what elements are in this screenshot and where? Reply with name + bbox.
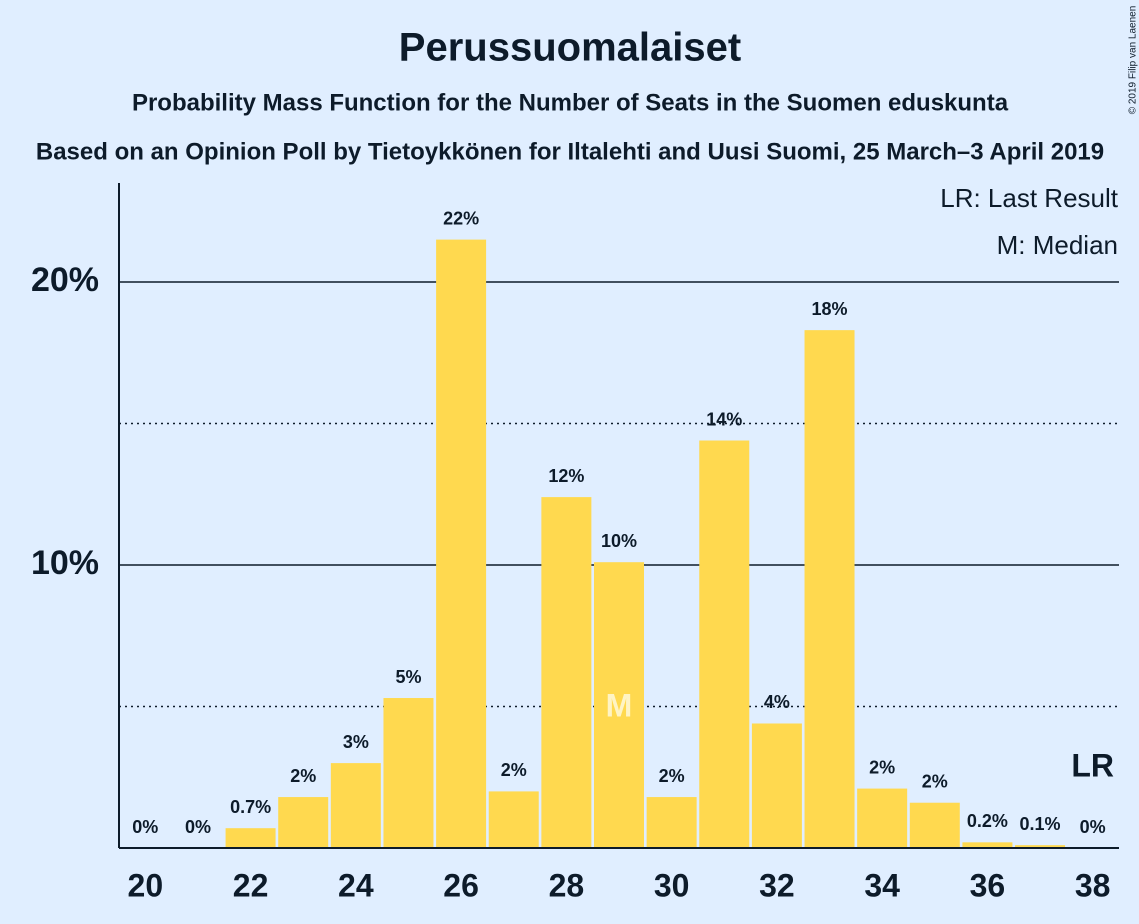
value-label: 14% bbox=[706, 409, 742, 429]
x-tick-label: 20 bbox=[128, 867, 164, 903]
bar bbox=[646, 797, 697, 848]
bar bbox=[804, 330, 855, 848]
x-tick-label: 22 bbox=[233, 867, 269, 903]
value-label: 4% bbox=[764, 692, 790, 712]
value-label: 2% bbox=[501, 760, 527, 780]
value-label: 5% bbox=[395, 667, 421, 687]
value-label: 2% bbox=[659, 766, 685, 786]
value-label: 12% bbox=[548, 466, 584, 486]
chart-title: Perussuomalaiset bbox=[399, 26, 741, 70]
x-tick-label: 28 bbox=[549, 867, 585, 903]
last-result-marker: LR bbox=[1071, 747, 1114, 783]
bar bbox=[909, 802, 960, 848]
bar bbox=[751, 723, 802, 848]
value-label: 0.2% bbox=[967, 811, 1008, 831]
value-label: 10% bbox=[601, 531, 637, 551]
chart-subtitle: Based on an Opinion Poll by Tietoykkönen… bbox=[36, 138, 1104, 165]
bar bbox=[699, 440, 750, 848]
value-label: 3% bbox=[343, 732, 369, 752]
copyright: © 2019 Filip van Laenen bbox=[1128, 6, 1139, 115]
x-tick-label: 34 bbox=[864, 867, 900, 903]
bar bbox=[857, 788, 908, 848]
value-label: 0.7% bbox=[230, 797, 271, 817]
x-tick-label: 38 bbox=[1075, 867, 1111, 903]
legend-entry: LR: Last Result bbox=[940, 183, 1119, 213]
value-label: 0% bbox=[1080, 817, 1106, 837]
bar bbox=[225, 828, 276, 848]
value-label: 0.1% bbox=[1020, 814, 1061, 834]
value-label: 2% bbox=[290, 766, 316, 786]
value-label: 0% bbox=[185, 817, 211, 837]
x-tick-label: 30 bbox=[654, 867, 690, 903]
bar bbox=[278, 797, 329, 848]
bar bbox=[962, 842, 1013, 848]
y-tick-label: 20% bbox=[31, 261, 99, 299]
bar bbox=[330, 763, 381, 848]
bar bbox=[1015, 845, 1066, 848]
value-label: 0% bbox=[132, 817, 158, 837]
x-tick-label: 32 bbox=[759, 867, 795, 903]
x-tick-label: 36 bbox=[970, 867, 1006, 903]
x-tick-label: 24 bbox=[338, 867, 374, 903]
value-label: 22% bbox=[443, 208, 479, 228]
bar bbox=[383, 698, 434, 848]
bar bbox=[594, 562, 644, 848]
legend-entry: M: Median bbox=[997, 230, 1118, 260]
bar bbox=[436, 239, 487, 848]
value-label: 2% bbox=[922, 771, 948, 791]
x-tick-label: 26 bbox=[443, 867, 479, 903]
bar bbox=[488, 791, 539, 848]
value-label: 2% bbox=[869, 757, 895, 777]
y-tick-label: 10% bbox=[31, 544, 99, 582]
chart-subtitle: Probability Mass Function for the Number… bbox=[132, 89, 1009, 116]
median-marker: M bbox=[606, 687, 633, 723]
bar bbox=[541, 497, 592, 848]
value-label: 18% bbox=[812, 299, 848, 319]
